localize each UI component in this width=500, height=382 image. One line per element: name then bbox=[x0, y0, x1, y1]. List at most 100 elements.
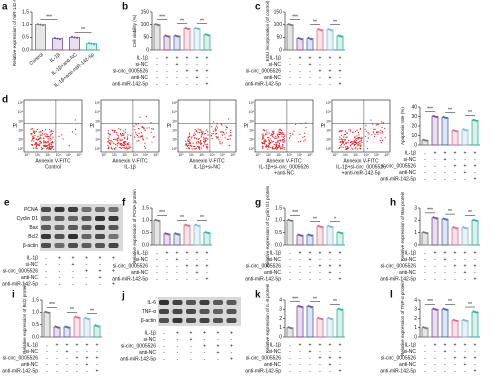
treatment-sign: - bbox=[45, 281, 47, 287]
flow-dot bbox=[270, 140, 272, 142]
bar bbox=[326, 318, 334, 338]
flow-dot bbox=[43, 138, 45, 140]
treatment-sign: - bbox=[424, 157, 426, 163]
flow-dot bbox=[109, 134, 111, 136]
panel-label: a bbox=[2, 2, 8, 13]
panel-label: b bbox=[122, 2, 128, 13]
bar-dot bbox=[472, 218, 475, 221]
flow-dot bbox=[186, 142, 188, 144]
blot-band bbox=[54, 243, 65, 248]
flow-dot bbox=[119, 129, 122, 131]
flow-dot bbox=[207, 143, 209, 145]
flow-dot bbox=[123, 142, 125, 144]
treatment-sign: - bbox=[176, 81, 178, 87]
flow-dot bbox=[197, 140, 199, 143]
y-tick-label: 0.5 bbox=[275, 230, 282, 236]
x-tick-label: 10² bbox=[199, 153, 205, 157]
treatment-sign: + bbox=[206, 81, 209, 87]
bar-dot bbox=[422, 326, 425, 329]
treatment-sign: + bbox=[76, 355, 79, 361]
treatment-sign: + bbox=[203, 343, 206, 349]
treatment-sign: - bbox=[309, 276, 311, 282]
treatment-sign: + bbox=[196, 75, 199, 81]
flow-dot bbox=[207, 146, 209, 148]
flow-dot bbox=[44, 142, 46, 144]
flow-dot bbox=[346, 136, 348, 138]
x-tick-label: 10⁰ bbox=[255, 153, 261, 157]
treatment-sign: + bbox=[464, 263, 467, 269]
treatment-sign: - bbox=[424, 150, 426, 156]
flow-dot bbox=[274, 148, 276, 150]
treatment-sign: - bbox=[424, 355, 426, 361]
treatment-sign: - bbox=[319, 62, 321, 68]
treatment-sign: - bbox=[156, 257, 158, 263]
treatment-sign: - bbox=[72, 281, 74, 287]
treatment-sign: - bbox=[72, 268, 74, 274]
treatment-sign: - bbox=[339, 75, 341, 81]
flow-dot bbox=[276, 133, 278, 135]
treatment-label: si-circ_0005526 bbox=[113, 263, 149, 269]
treatment-sign: + bbox=[444, 250, 447, 256]
treatment-sign: - bbox=[46, 349, 48, 355]
treatment-sign: + bbox=[434, 250, 437, 256]
x-tick-label: 10² bbox=[45, 153, 51, 157]
treatment-sign: - bbox=[56, 349, 58, 355]
flow-dot bbox=[203, 143, 206, 145]
flow-dot bbox=[262, 147, 264, 149]
flow-dot bbox=[376, 131, 378, 133]
treatment-label: anti-miR-142-5p bbox=[245, 81, 281, 87]
flow-dot bbox=[140, 132, 142, 134]
y-tick-label: 30 bbox=[411, 114, 417, 120]
treatment-sign: + bbox=[58, 255, 61, 261]
treatment-sign: - bbox=[454, 170, 456, 176]
flow-dot bbox=[134, 128, 136, 131]
bar bbox=[52, 38, 64, 51]
treatment-sign: + bbox=[454, 163, 457, 169]
treatment-sign: + bbox=[319, 355, 322, 361]
treatment-sign: - bbox=[190, 343, 192, 349]
treatment-sign: + bbox=[474, 263, 477, 269]
treatment-sign: - bbox=[434, 270, 436, 276]
bar-dot bbox=[422, 138, 425, 141]
treatment-sign: + bbox=[176, 330, 179, 336]
blot-band bbox=[81, 243, 92, 248]
blot-band bbox=[226, 309, 237, 314]
treatment-sign: - bbox=[204, 350, 206, 356]
flow-dot bbox=[136, 134, 139, 137]
treatment-sign: + bbox=[176, 55, 179, 61]
treatment-sign: + bbox=[444, 257, 447, 263]
bar-dot bbox=[196, 27, 198, 30]
bar-dot bbox=[194, 223, 197, 226]
flow-dot bbox=[367, 132, 369, 134]
bar-dot bbox=[53, 37, 56, 39]
treatment-sign: - bbox=[166, 276, 168, 282]
bar-dot bbox=[472, 310, 475, 313]
flow-dot bbox=[135, 133, 137, 136]
flow-dot bbox=[108, 142, 111, 144]
flow-dot bbox=[200, 139, 202, 142]
flow-dot bbox=[358, 136, 360, 138]
treatment-label: anti-NC bbox=[399, 170, 416, 176]
flow-dot bbox=[345, 142, 347, 144]
flow-dot bbox=[50, 143, 52, 145]
flow-dot bbox=[150, 131, 152, 133]
treatment-sign: - bbox=[474, 257, 476, 263]
flow-dot bbox=[357, 137, 359, 139]
bar-dot bbox=[340, 232, 343, 235]
flow-dot bbox=[377, 123, 379, 125]
y-tick-label: 0 bbox=[414, 334, 417, 340]
bar bbox=[431, 308, 439, 338]
flow-dot bbox=[47, 147, 49, 149]
treatment-sign: - bbox=[454, 362, 456, 368]
y-axis-label: PI bbox=[13, 123, 18, 129]
treatment-sign: - bbox=[464, 276, 466, 282]
treatment-sign: - bbox=[289, 263, 291, 269]
treatment-sign: + bbox=[474, 163, 477, 169]
bar-dot bbox=[164, 232, 167, 235]
treatment-sign: - bbox=[424, 263, 426, 269]
treatment-sign: + bbox=[309, 62, 312, 68]
y-tick-label: 10⁵ bbox=[18, 101, 24, 105]
flow-dot bbox=[300, 140, 302, 142]
treatment-sign: - bbox=[289, 75, 291, 81]
treatment-sign: + bbox=[85, 255, 88, 261]
